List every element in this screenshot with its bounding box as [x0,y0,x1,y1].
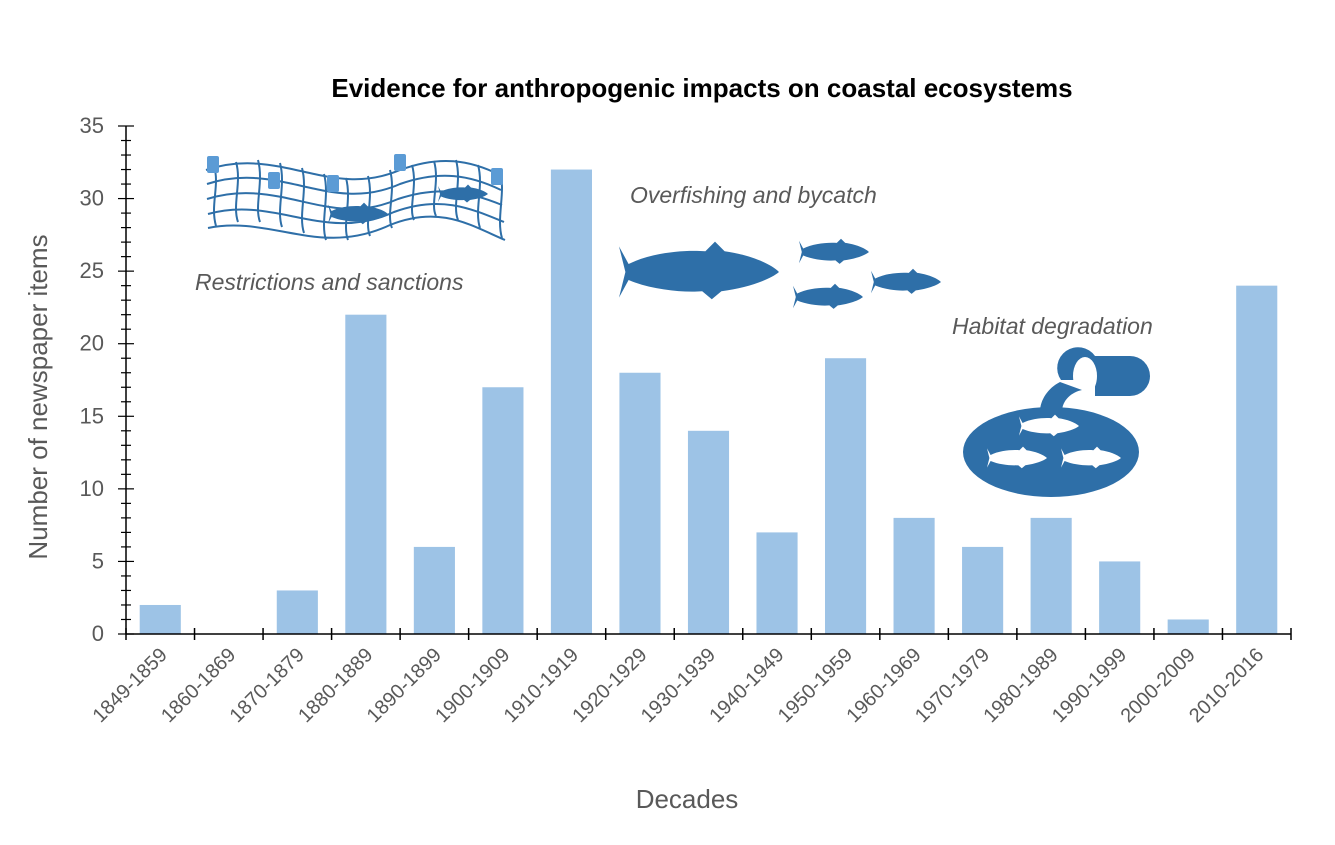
x-tick-label: 2010-2016 [1185,644,1268,727]
annotation-overfishing: Overfishing and bycatch [630,182,877,208]
bar-1990-1999 [1099,561,1141,634]
y-tick-label: 10 [80,476,104,501]
bar-1940-1949 [756,532,798,634]
bar-2010-2016 [1236,285,1278,634]
bar-1890-1899 [413,546,455,634]
annotation-restrictions: Restrictions and sanctions [195,269,464,295]
bar-1980-1989 [1030,517,1072,634]
bar-1950-1959 [825,358,867,634]
bar-1900-1909 [482,387,524,634]
x-axis-label: Decades [636,784,739,814]
bar-1930-1939 [687,430,730,634]
y-tick-label: 0 [92,621,104,646]
bar-1880-1889 [345,314,387,634]
fish-school-icon [619,238,941,309]
y-tick-label: 20 [80,331,104,356]
y-tick-label: 5 [92,548,104,573]
y-tick-label: 15 [80,403,104,428]
x-axis-ticks: 1849-18591860-18691870-18791880-18891890… [89,628,1292,727]
bar-1870-1879 [276,590,318,634]
bar-1920-1929 [619,372,661,634]
y-tick-label: 25 [80,258,104,283]
bar-2000-2009 [1167,619,1209,634]
bar-1849-1859 [139,604,181,634]
bar-1960-1969 [893,517,935,634]
annotation-habitat: Habitat degradation [952,313,1153,339]
bars [139,169,1278,635]
chart-title: Evidence for anthropogenic impacts on co… [331,73,1072,103]
y-tick-label: 35 [80,113,104,138]
bar-1910-1919 [550,169,592,635]
bar-1970-1979 [962,546,1004,634]
pipe-pollution-icon [963,347,1150,497]
y-tick-label: 30 [80,186,104,211]
net-float-markers [207,154,503,192]
y-axis-label: Number of newspaper items [23,234,53,559]
